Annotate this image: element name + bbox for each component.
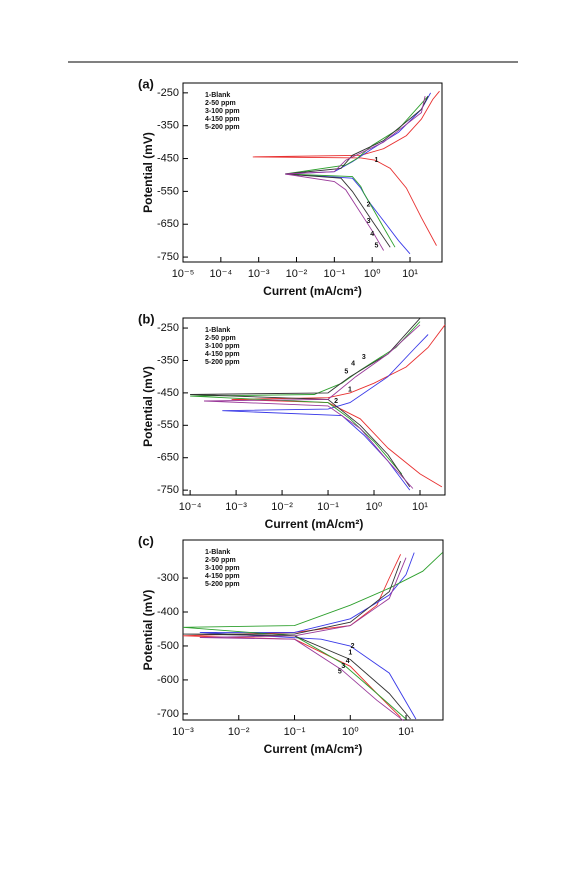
curve [285,96,426,251]
x-tick-label: 10⁻³ [225,501,247,513]
x-tick-label: 10⁻¹ [317,501,339,513]
panel-label: (b) [138,311,155,326]
legend-entry: 5-200 ppm [205,124,240,131]
legend-entry: 4-150 ppm [205,351,240,358]
curve-number: 1 [375,157,379,164]
legend-entry: 5-200 ppm [205,581,240,588]
x-tick-label: 10⁻³ [248,268,270,280]
y-tick-label: -700 [157,708,179,720]
x-tick-label: 10¹ [398,726,414,738]
x-tick-label: 10⁻² [271,501,293,513]
x-tick-label: 10⁻¹ [284,726,306,738]
plot-frame [182,539,444,721]
curve [190,317,421,488]
x-tick-label: 10¹ [402,268,418,280]
legend-entry: 1-Blank [205,92,230,99]
x-tick-label: 10⁻³ [172,726,194,738]
legend-entry: 2-50 ppm [205,335,236,342]
y-tick-label: -550 [157,419,179,431]
x-tick-label: 10⁰ [342,726,359,738]
y-tick-label: -350 [157,120,179,132]
y-tick-label: -650 [157,218,179,230]
curve-number: 3 [362,354,366,361]
x-axis-label: Current (mA/cm²) [265,517,364,531]
curve [199,557,407,722]
curve-number: 5 [375,242,379,249]
y-tick-label: -250 [157,322,179,334]
y-tick-label: -300 [157,572,179,584]
legend-entry: 3-100 ppm [205,565,240,572]
x-axis-label: Current (mA/cm²) [263,284,362,298]
legend-entry: 3-100 ppm [205,108,240,115]
x-tick-label: 10⁻⁵ [172,268,195,280]
x-tick-label: 10⁻⁴ [179,501,202,513]
legend-entry: 3-100 ppm [205,343,240,350]
y-tick-label: -750 [157,251,179,263]
curve [203,324,421,489]
y-tick-label: -650 [157,452,179,464]
y-tick-label: -750 [157,484,179,496]
legend-entry: 2-50 ppm [205,100,236,107]
x-tick-label: 10⁰ [366,501,383,513]
x-tick-label: 10⁻¹ [323,268,345,280]
curve-number: 3 [367,218,371,225]
y-tick-label: -250 [157,87,179,99]
y-tick-label: -400 [157,606,179,618]
y-axis-label: Potential (mV) [141,366,155,447]
y-tick-label: -450 [157,152,179,164]
x-tick-label: 10⁻² [228,726,250,738]
x-axis-label: Current (mA/cm²) [264,742,363,756]
curve-number: 4 [346,658,350,665]
curve-number: 1 [348,386,352,393]
y-axis-label: Potential (mV) [141,132,155,213]
curve-number: 5 [338,668,342,675]
curve-number: 1 [348,650,352,657]
curve-number: 4 [351,361,355,368]
curve-number: 2 [334,398,338,405]
y-tick-label: -600 [157,674,179,686]
legend-entry: 4-150 ppm [205,116,240,123]
curve-number: 4 [370,231,374,238]
legend-entry: 2-50 ppm [205,557,236,564]
curve [231,324,446,488]
curve-number: 3 [341,663,345,670]
legend-entry: 4-150 ppm [205,573,240,580]
plot-frame [182,317,446,496]
x-tick-label: 10⁰ [364,268,381,280]
x-tick-label: 10⁻² [286,268,308,280]
curve-number: 2 [351,643,355,650]
y-tick-label: -550 [157,185,179,197]
y-tick-label: -450 [157,387,179,399]
curve [222,334,429,491]
y-tick-label: -500 [157,640,179,652]
panel-label: (c) [138,533,154,548]
x-tick-label: 10⁻⁴ [209,268,232,280]
legend-entry: 1-Blank [205,549,230,556]
legend-entry: 5-200 ppm [205,359,240,366]
y-axis-label: Potential (mV) [141,590,155,671]
curve-number: 5 [344,369,348,376]
panel-label: (a) [138,76,154,91]
curve [285,95,429,248]
curve [182,560,411,720]
curve [182,552,443,720]
curve [285,95,429,248]
x-tick-label: 10¹ [412,501,428,513]
legend-entry: 1-Blank [205,327,230,334]
plot-frame [182,82,443,263]
y-tick-label: -350 [157,354,179,366]
curve [252,90,440,246]
curve-number: 2 [367,201,371,208]
